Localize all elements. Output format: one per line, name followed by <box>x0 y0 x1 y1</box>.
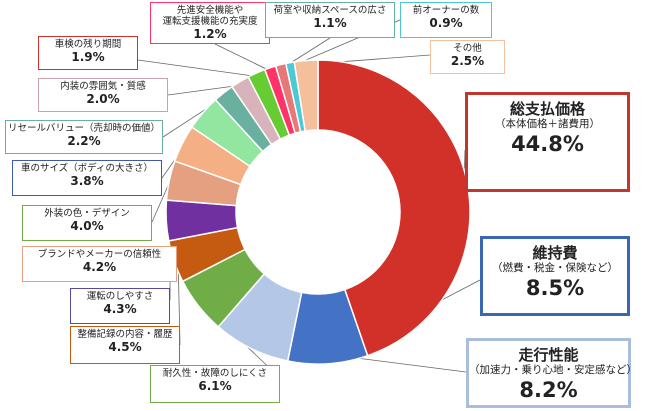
slice-label-5: 運転のしやすさ 4.3% <box>70 288 170 324</box>
slice-label-12: 先進安全機能や 運転支援機能の充実度 1.2% <box>150 2 270 44</box>
slice-name: 先進安全機能や <box>176 5 244 16</box>
slice-label-8: 車のサイズ（ボディの大きさ） 3.8% <box>12 160 162 196</box>
slice-value: 4.3% <box>103 301 137 316</box>
slice-subname: （燃費・税金・保険など） <box>492 262 618 275</box>
slice-name: 外装の色・デザイン <box>44 208 130 219</box>
slice-label-2: 走行性能 （加速力・乗り心地・安定感など） 8.2% <box>466 338 637 408</box>
slice-label-0: 総支払価格 （本体価格＋諸費用） 44.8% <box>465 92 630 192</box>
slice-name: 前オーナーの数 <box>412 5 480 16</box>
slice-name: リセールバリュー（売却時の価値） <box>7 123 160 134</box>
slice-name: 運転のしやすさ <box>86 291 154 302</box>
slice-label-15: その他 2.5% <box>430 40 505 74</box>
slice-value: 2.2% <box>67 133 101 148</box>
slice-name: 耐久性・故障のしにくさ <box>162 368 268 379</box>
slice-name: 走行性能 <box>518 346 579 364</box>
leader-line-10 <box>167 84 243 96</box>
slice-name: 内装の雰囲気・質感 <box>60 81 146 92</box>
slice-name: 荷室や収納スペースの広さ <box>273 5 387 16</box>
slice-15 <box>293 59 319 132</box>
slice-value: 1.1% <box>313 15 347 30</box>
slice-label-10: 内装の雰囲気・質感 2.0% <box>38 78 168 112</box>
slice-label-1: 維持費 （燃費・税金・保険など） 8.5% <box>480 236 630 316</box>
leader-line-12 <box>214 43 272 72</box>
slice-value: 1.9% <box>71 49 105 64</box>
slice-label-11: 車検の残り期間 1.9% <box>38 36 138 70</box>
slice-value: 2.0% <box>86 91 120 106</box>
slice-name: 運転支援機能の充実度 <box>162 15 258 27</box>
slice-0 <box>317 59 471 357</box>
slice-label-6: ブランドやメーカーの信頼性 4.2% <box>22 246 177 282</box>
slice-name: 整備記録の内容・履歴 <box>77 329 173 340</box>
slice-value: 4.5% <box>108 339 142 354</box>
slice-name: その他 <box>453 43 482 54</box>
slice-value: 8.2% <box>519 378 578 403</box>
slice-label-4: 整備記録の内容・履歴 4.5% <box>70 326 180 364</box>
slice-name: 車のサイズ（ボディの大きさ） <box>20 163 154 174</box>
slice-name: 総支払価格 <box>509 100 585 118</box>
slice-value: 44.8% <box>511 132 584 157</box>
donut-slices <box>165 59 471 365</box>
slice-value: 4.0% <box>70 218 104 233</box>
slice-subname: （加速力・乗り心地・安定感など） <box>469 364 637 377</box>
slice-value: 1.2% <box>193 26 227 41</box>
slice-value: 8.5% <box>525 276 585 301</box>
slice-label-9: リセールバリュー（売却時の価値） 2.2% <box>5 120 163 154</box>
slice-label-14: 前オーナーの数 0.9% <box>400 2 492 38</box>
slice-name: 車検の残り期間 <box>54 39 122 50</box>
slice-label-3: 耐久性・故障のしにくさ 6.1% <box>150 365 280 403</box>
slice-value: 6.1% <box>198 378 232 393</box>
slice-name: ブランドやメーカーの信頼性 <box>37 249 162 260</box>
slice-label-13: 荷室や収納スペースの広さ 1.1% <box>265 2 395 38</box>
slice-label-7: 外装の色・デザイン 4.0% <box>22 205 152 241</box>
slice-value: 3.8% <box>70 173 104 188</box>
slice-value: 2.5% <box>450 53 485 68</box>
slice-name: 維持費 <box>532 244 578 262</box>
slice-subname: （本体価格＋諸費用） <box>495 118 600 131</box>
slice-value: 4.2% <box>82 259 117 274</box>
leader-line-11 <box>137 59 259 78</box>
slice-value: 0.9% <box>429 15 463 30</box>
